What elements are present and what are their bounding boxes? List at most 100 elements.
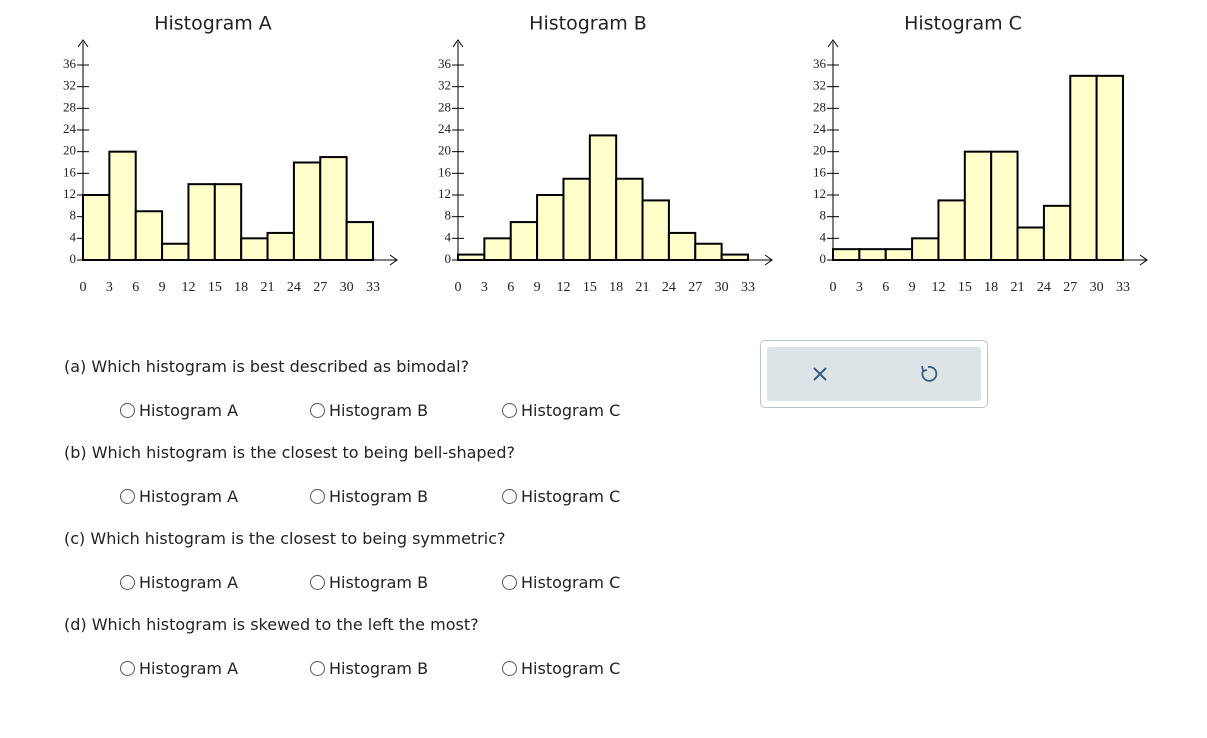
x-tick-label: 9	[534, 280, 541, 295]
x-tick-label: 33	[1116, 280, 1130, 295]
radio-button[interactable]	[310, 575, 325, 590]
bar	[240, 237, 269, 261]
option-label[interactable]: Histogram C	[521, 487, 621, 506]
option-label[interactable]: Histogram B	[329, 401, 429, 420]
y-tick-label: 4	[445, 229, 452, 244]
question-text: (c) Which histogram is the closest to be…	[64, 529, 506, 548]
y-tick-label: 16	[438, 164, 452, 179]
reset-button[interactable]	[913, 359, 943, 389]
bar	[1069, 74, 1098, 262]
bar	[911, 237, 940, 261]
option-label[interactable]: Histogram C	[521, 401, 621, 420]
y-tick-label: 0	[70, 251, 77, 266]
bar	[720, 253, 749, 261]
radio-option[interactable]: Histogram B	[310, 401, 428, 420]
y-tick-label: 28	[813, 99, 826, 114]
option-label[interactable]: Histogram A	[139, 659, 239, 678]
radio-option[interactable]: Histogram B	[310, 487, 428, 506]
radio-option[interactable]: Histogram C	[502, 401, 620, 420]
y-tick-label: 12	[438, 186, 451, 201]
x-tick-label: 18	[609, 280, 623, 295]
y-tick-label: 32	[438, 78, 451, 93]
radio-button[interactable]	[310, 661, 325, 676]
radio-option[interactable]: Histogram A	[120, 573, 238, 592]
question-text: (a) Which histogram is best described as…	[64, 357, 470, 376]
radio-button[interactable]	[310, 403, 325, 418]
radio-option[interactable]: Histogram C	[502, 487, 620, 506]
radio-option[interactable]: Histogram A	[120, 401, 238, 420]
radio-option[interactable]: Histogram A	[120, 659, 238, 678]
bar	[108, 150, 137, 262]
bar	[536, 194, 565, 261]
y-tick-label: 16	[63, 164, 77, 179]
y-arrow	[827, 39, 839, 48]
bar	[1042, 204, 1072, 261]
radio-button[interactable]	[310, 489, 325, 504]
option-label[interactable]: Histogram A	[139, 487, 239, 506]
x-tick-label: 27	[1063, 280, 1077, 295]
radio-button[interactable]	[120, 661, 135, 676]
chart-title: Histogram A	[154, 13, 272, 35]
radio-button[interactable]	[120, 575, 135, 590]
action-box	[760, 340, 988, 408]
x-tick-label: 3	[481, 280, 488, 295]
radio-button[interactable]	[502, 403, 517, 418]
bar	[134, 210, 164, 261]
clear-button[interactable]	[805, 359, 835, 389]
y-tick-label: 4	[70, 229, 77, 244]
bar	[213, 183, 243, 262]
option-label[interactable]: Histogram B	[329, 487, 429, 506]
y-tick-label: 8	[820, 208, 827, 223]
x-tick-label: 0	[455, 280, 462, 295]
bar	[1016, 226, 1045, 261]
bar	[187, 183, 216, 262]
y-tick-label: 28	[63, 99, 76, 114]
x-tick-label: 21	[261, 280, 275, 295]
option-label[interactable]: Histogram A	[139, 573, 239, 592]
radio-button[interactable]	[502, 661, 517, 676]
y-tick-label: 16	[813, 164, 827, 179]
bar	[1095, 74, 1124, 262]
radio-option[interactable]: Histogram A	[120, 487, 238, 506]
x-tick-label: 30	[340, 280, 354, 295]
option-label[interactable]: Histogram C	[521, 573, 621, 592]
bar	[266, 231, 295, 262]
y-arrow	[452, 39, 464, 48]
x-tick-label: 9	[909, 280, 916, 295]
option-label[interactable]: Histogram C	[521, 659, 621, 678]
radio-option[interactable]: Histogram B	[310, 659, 428, 678]
y-tick-label: 24	[813, 121, 827, 136]
radio-option[interactable]: Histogram B	[310, 573, 428, 592]
y-tick-label: 32	[813, 78, 826, 93]
y-tick-label: 28	[438, 99, 451, 114]
x-arrow	[389, 254, 398, 266]
question-text: (d) Which histogram is skewed to the lef…	[64, 615, 479, 634]
option-label[interactable]: Histogram A	[139, 401, 239, 420]
bar	[937, 199, 966, 262]
y-tick-label: 8	[445, 208, 452, 223]
y-tick-label: 20	[813, 143, 826, 158]
x-tick-label: 24	[662, 280, 676, 295]
option-label[interactable]: Histogram B	[329, 659, 429, 678]
bar	[667, 231, 697, 262]
x-tick-label: 15	[208, 280, 222, 295]
bar	[858, 248, 887, 262]
y-tick-label: 4	[820, 229, 827, 244]
bar	[82, 194, 111, 261]
option-label[interactable]: Histogram B	[329, 573, 429, 592]
radio-option[interactable]: Histogram C	[502, 659, 620, 678]
x-tick-label: 12	[931, 280, 945, 295]
radio-option[interactable]: Histogram C	[502, 573, 620, 592]
radio-button[interactable]	[502, 489, 517, 504]
bar	[694, 242, 723, 261]
x-tick-label: 6	[507, 280, 514, 295]
y-tick-label: 8	[70, 208, 77, 223]
radio-button[interactable]	[120, 403, 135, 418]
radio-button[interactable]	[120, 489, 135, 504]
y-tick-label: 20	[438, 143, 451, 158]
bar	[345, 221, 374, 261]
x-arrow	[764, 254, 773, 266]
x-tick-label: 33	[366, 280, 380, 295]
radio-button[interactable]	[502, 575, 517, 590]
